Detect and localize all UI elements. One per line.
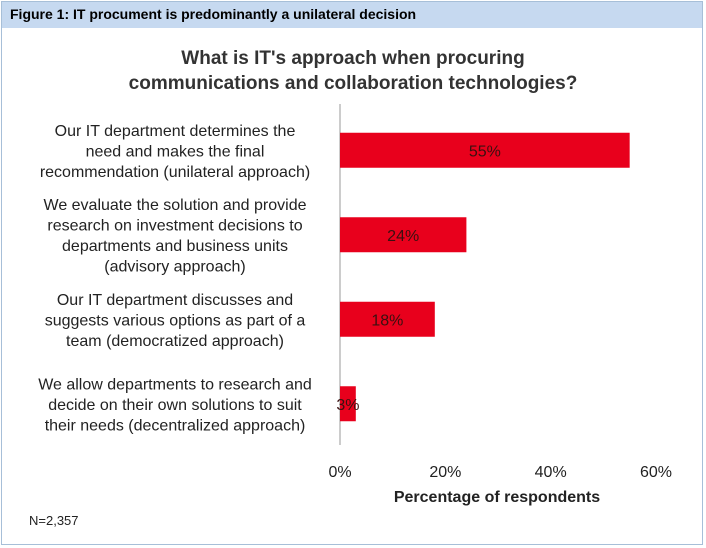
category-label-2-line-4: (advisory approach) <box>104 259 245 276</box>
bar-2 <box>340 217 467 253</box>
category-label-2-line-1: We evaluate the solution and provide <box>44 197 307 214</box>
category-label-1-line-2: need and makes the final <box>86 143 265 160</box>
category-label-4-line-3: their needs (decentralized approach) <box>45 417 306 434</box>
category-label-3-line-1: Our IT department discusses and <box>57 292 293 309</box>
category-label-2-line-2: research on investment decisions to <box>47 218 302 235</box>
category-label-1-line-1: Our IT department determines the <box>55 123 296 140</box>
figure-header: Figure 1: IT procument is predominantly … <box>2 2 702 28</box>
sample-size-note: N=2,357 <box>29 513 79 528</box>
category-label-1-line-3: recommendation (unilateral approach) <box>40 164 310 181</box>
bar-1 <box>340 132 630 168</box>
x-tick-label-4: 60% <box>640 464 672 481</box>
figure-caption: Figure 1: IT procument is predominantly … <box>10 6 417 22</box>
bar-value-label-4: 3% <box>336 397 359 414</box>
chart-title: What is IT's approach when procuring com… <box>0 46 706 96</box>
category-label-4-line-2: decide on their own solutions to suit <box>48 397 302 414</box>
bar-value-label-3: 18% <box>371 312 403 329</box>
category-label-3-line-2: suggests various options as part of a <box>45 312 306 329</box>
category-label-4-line-1: We allow departments to research and <box>38 376 312 393</box>
bar-value-label-2: 24% <box>387 228 419 245</box>
x-tick-label-3: 40% <box>535 464 567 481</box>
bar-4 <box>340 386 356 422</box>
chart-title-line-1: What is IT's approach when procuring <box>181 48 525 69</box>
x-tick-label-1: 0% <box>328 464 351 481</box>
x-axis-title: Percentage of respondents <box>394 489 600 506</box>
x-tick-label-2: 20% <box>429 464 461 481</box>
bar-value-label-1: 55% <box>469 143 501 160</box>
category-label-3-line-3: team (democratized approach) <box>66 333 284 350</box>
category-label-2-line-3: departments and business units <box>62 238 288 255</box>
chart-title-line-2: communications and collaboration technol… <box>128 73 578 94</box>
bar-3 <box>340 301 435 337</box>
